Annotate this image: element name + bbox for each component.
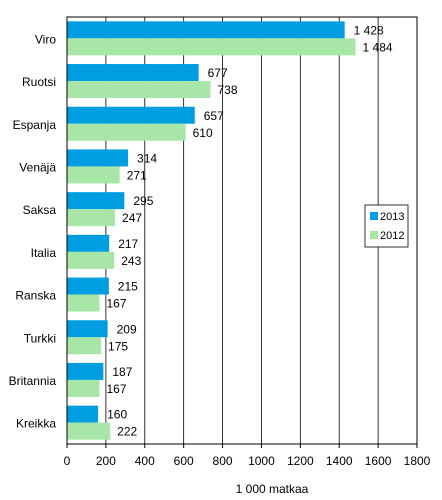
bar-2013-ranska — [67, 277, 109, 295]
legend-swatch-2012 — [370, 231, 378, 239]
bar-2012-britannia — [67, 379, 100, 397]
data-label: 217 — [118, 237, 138, 251]
legend-label-2012: 2012 — [380, 230, 404, 242]
data-label: 167 — [106, 382, 126, 396]
category-label: Venäjä — [19, 160, 56, 174]
bar-2013-venäjä — [67, 149, 129, 167]
data-label: 738 — [218, 83, 238, 97]
x-tick-label: 1200 — [287, 454, 314, 468]
data-label: 247 — [122, 211, 142, 225]
x-tick-label: 600 — [174, 454, 194, 468]
category-label: Saksa — [23, 203, 57, 217]
bar-2013-italia — [67, 234, 110, 252]
category-label: Ruotsi — [22, 75, 56, 89]
x-tick-label: 1800 — [404, 454, 431, 468]
bar-2013-espanja — [67, 106, 195, 124]
bar-2012-saksa — [67, 209, 116, 227]
bar-2013-ruotsi — [67, 64, 199, 82]
bar-2012-venäjä — [67, 166, 120, 184]
bar-2012-espanja — [67, 123, 186, 141]
data-label: 657 — [204, 109, 224, 123]
legend: 2013 2012 — [364, 204, 409, 248]
bar-2012-viro — [67, 38, 356, 56]
bar-2013-turkki — [67, 320, 108, 338]
category-labels: Viro Ruotsi Espanja Venäjä Saksa Italia Ranska… — [9, 32, 57, 430]
data-label: 1 428 — [354, 23, 384, 37]
category-label: Turkki — [24, 331, 56, 345]
legend-swatch-2013 — [370, 212, 378, 220]
bar-2013-kreikka — [67, 405, 99, 423]
x-tick-label: 400 — [135, 454, 155, 468]
legend-label-2013: 2013 — [380, 211, 404, 223]
data-label: 1 484 — [363, 40, 393, 54]
data-label: 215 — [118, 280, 138, 294]
plot-border — [66, 16, 418, 445]
plot-frame — [66, 16, 418, 445]
x-tick-label: 1600 — [365, 454, 392, 468]
data-label: 209 — [117, 322, 137, 336]
data-label: 160 — [107, 408, 127, 422]
data-labels: 1 428 1 484 677 738 657 610 314 271 295 247 217 243… — [106, 23, 392, 438]
x-tick-label: 800 — [213, 454, 233, 468]
x-tick-label: 1400 — [326, 454, 353, 468]
data-label: 677 — [208, 66, 228, 80]
category-label: Britannia — [9, 374, 57, 388]
bar-2013-viro — [67, 21, 345, 39]
data-label: 187 — [112, 365, 132, 379]
category-label: Ranska — [15, 289, 56, 303]
category-label: Kreikka — [16, 417, 56, 431]
x-tick-labels: 0 200 400 600 800 1000 1200 1400 1600 1800 — [64, 444, 431, 468]
bar-2012-ranska — [67, 294, 100, 312]
bars — [67, 21, 356, 440]
data-label: 243 — [121, 254, 141, 268]
data-label: 295 — [133, 194, 153, 208]
category-label: Italia — [31, 246, 57, 260]
x-tick-label: 200 — [96, 454, 116, 468]
bar-2012-kreikka — [67, 422, 111, 440]
data-label: 610 — [193, 126, 213, 140]
bar-2012-italia — [67, 251, 115, 269]
x-tick-label: 0 — [64, 454, 71, 468]
x-tick-label: 1000 — [248, 454, 275, 468]
bar-2012-turkki — [67, 337, 102, 355]
data-label: 167 — [106, 297, 126, 311]
x-axis-title: 1 000 matkaa — [236, 482, 309, 496]
data-label: 222 — [117, 425, 137, 439]
category-label: Espanja — [13, 118, 57, 132]
bar-2012-ruotsi — [67, 81, 211, 99]
category-label: Viro — [35, 32, 56, 46]
data-label: 314 — [137, 151, 157, 165]
data-label: 271 — [127, 168, 147, 182]
bar-2013-saksa — [67, 192, 125, 210]
data-label: 175 — [108, 339, 128, 353]
bar-2013-britannia — [67, 362, 104, 380]
